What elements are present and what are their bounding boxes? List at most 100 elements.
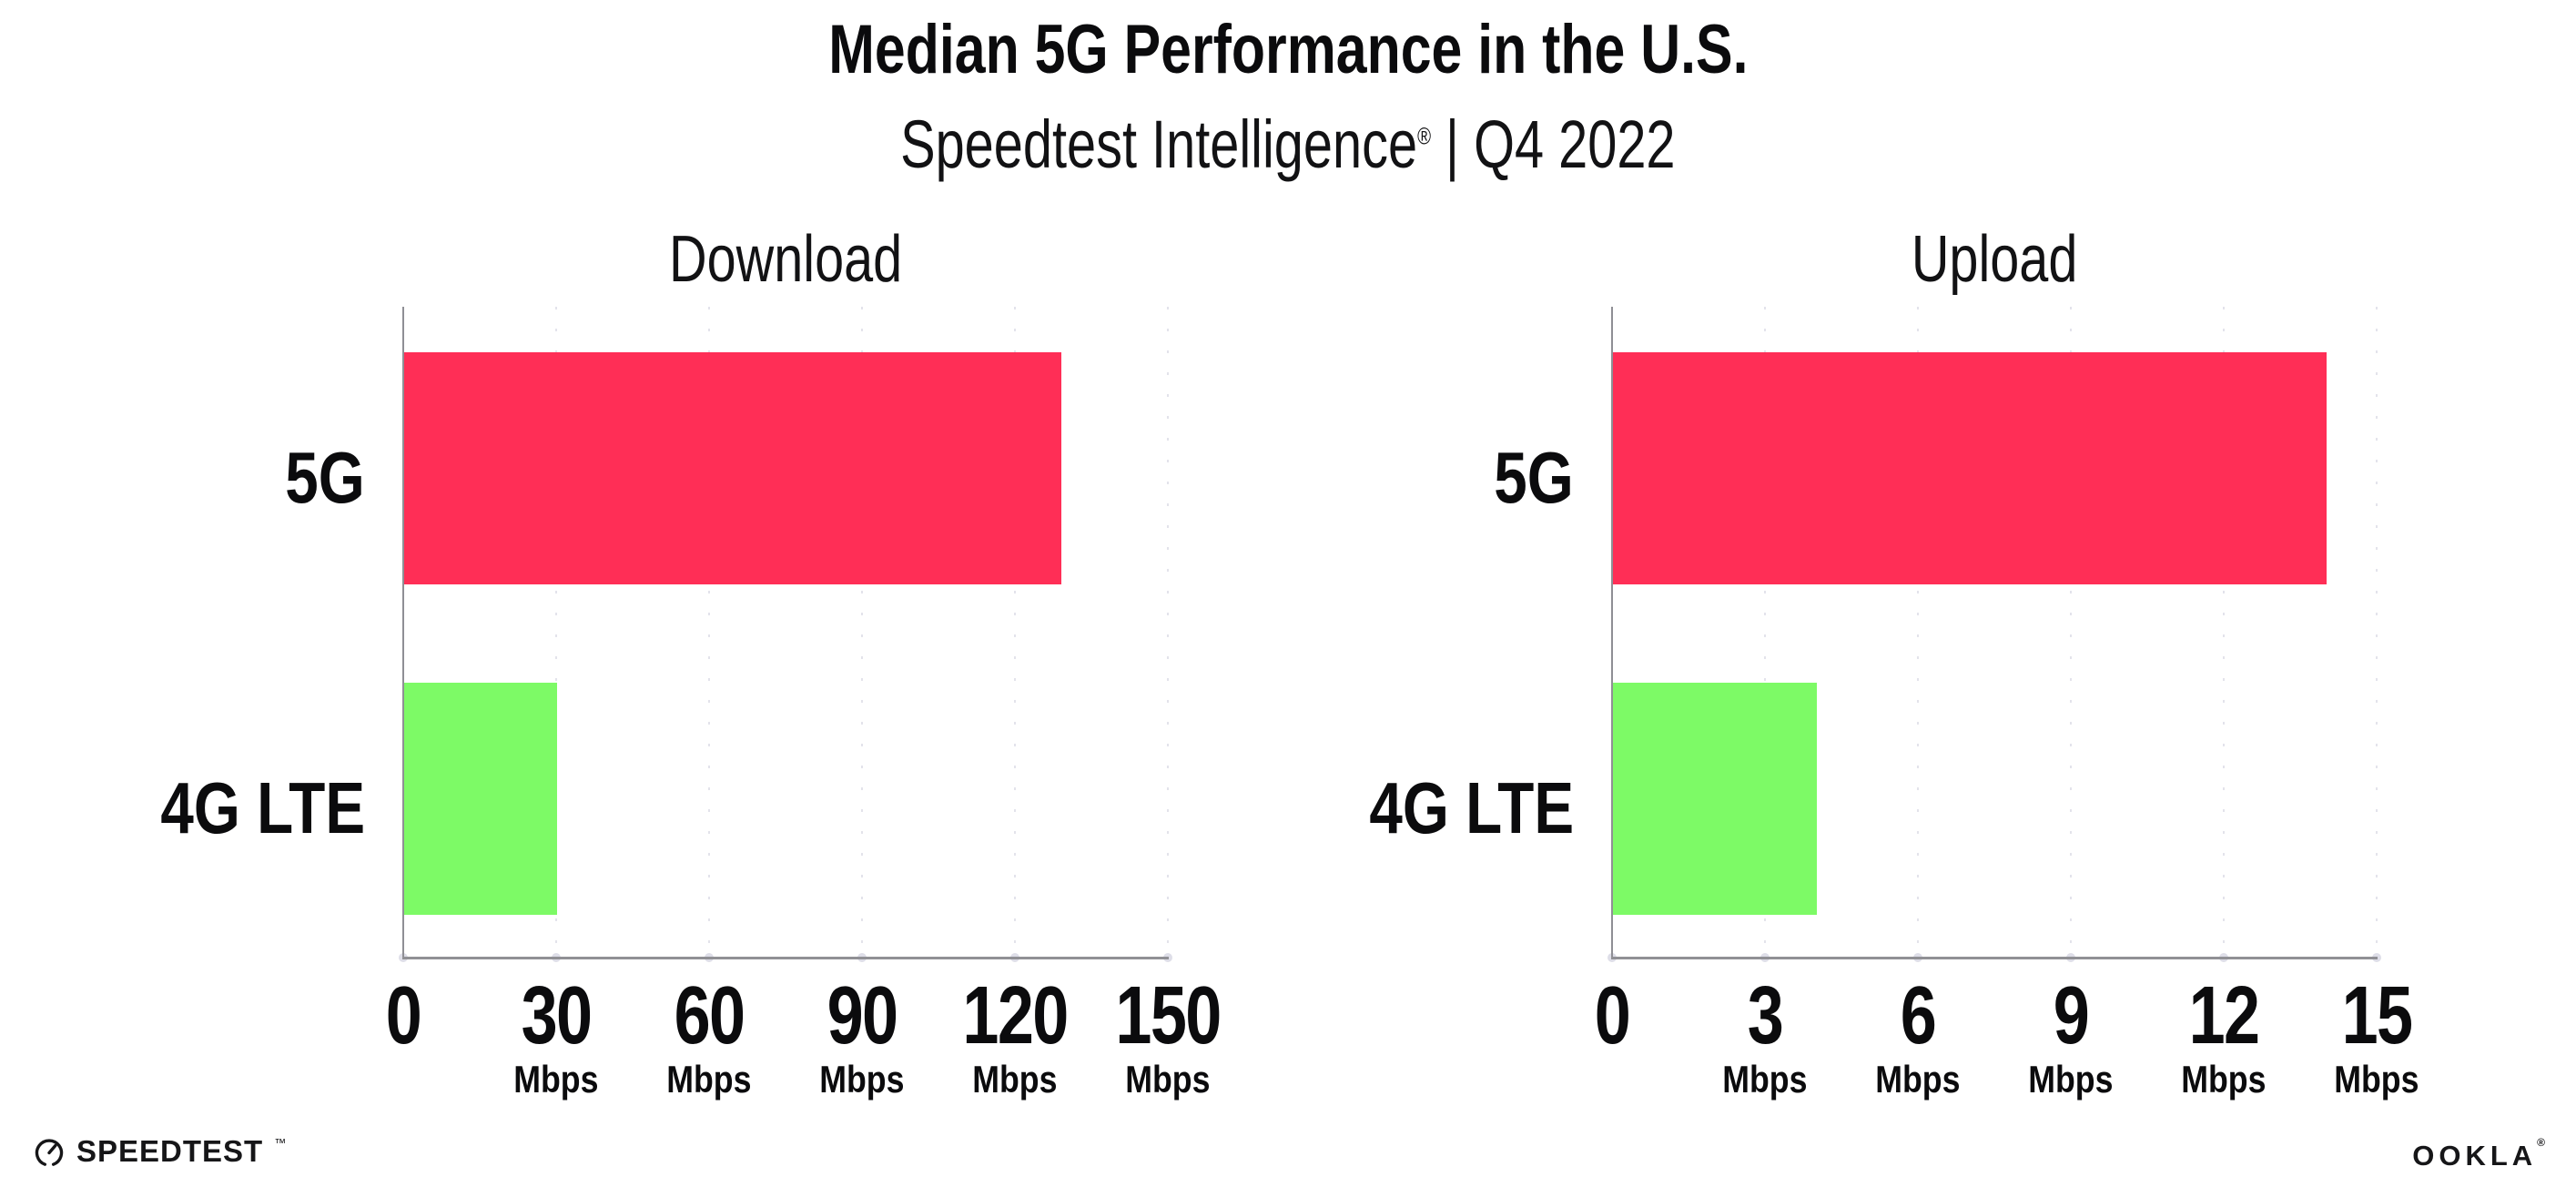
tick-number: 120 bbox=[915, 970, 1115, 1061]
tick-unit-text: Mbps bbox=[2181, 1058, 2267, 1101]
tick-unit-text: Mbps bbox=[2028, 1058, 2114, 1101]
bar-5g bbox=[404, 352, 1062, 584]
page-title: Median 5G Performance in the U.S. bbox=[0, 0, 2576, 100]
tick-label-60: 60 Mbps bbox=[609, 975, 809, 1101]
page-subtitle-text: Speedtest Intelligence® | Q4 2022 bbox=[900, 95, 1675, 195]
tick-label-12: 12 Mbps bbox=[2124, 975, 2324, 1101]
tick-label-9: 9 Mbps bbox=[1971, 970, 2171, 1101]
bar-4g-lte bbox=[404, 683, 557, 915]
tick-number: 60 bbox=[609, 975, 809, 1057]
speedtest-logo: SPEEDTEST ™ bbox=[33, 1134, 286, 1169]
category-label-4g-lte: 4G LTE bbox=[65, 758, 365, 858]
x-axis-line bbox=[402, 957, 1169, 959]
tick-number-text: 30 bbox=[521, 970, 593, 1061]
x-axis-line bbox=[1611, 957, 2378, 959]
trademark-icon: ™ bbox=[274, 1135, 287, 1150]
category-label-text: 5G bbox=[285, 436, 365, 518]
tick-unit-text: Mbps bbox=[1722, 1058, 1808, 1101]
chart-title-download: Download bbox=[403, 209, 1168, 309]
tick-number-text: 0 bbox=[1594, 970, 1631, 1061]
tick-unit-text: Mbps bbox=[819, 1058, 905, 1101]
tick-number: 9 bbox=[1971, 970, 2171, 1061]
gridline-6 bbox=[1917, 307, 1919, 957]
plot-area-download: 5G 4G LTE 0 30 Mbps 60 Mbps 90 Mbps 120 Mbps 150 Mbp… bbox=[160, 307, 1222, 1101]
tick-unit-text: Mbps bbox=[1125, 1058, 1211, 1101]
gridline-90 bbox=[861, 307, 863, 957]
category-label-5g: 5G bbox=[1273, 428, 1574, 528]
tick-number-text: 9 bbox=[2053, 970, 2090, 1061]
chart-title-text: Download bbox=[668, 223, 903, 296]
tick-label-90: 90 Mbps bbox=[762, 970, 962, 1101]
registered-mark-icon: ® bbox=[1417, 122, 1432, 150]
tick-label-0: 0 bbox=[303, 970, 503, 1061]
tick-number-text: 15 bbox=[2341, 970, 2413, 1061]
tick-number-text: 150 bbox=[1115, 970, 1222, 1061]
page-subtitle: Speedtest Intelligence® | Q4 2022 bbox=[0, 95, 2576, 195]
tick-unit: Mbps bbox=[1818, 1059, 2018, 1101]
tick-unit: Mbps bbox=[609, 1059, 809, 1101]
tick-unit: Mbps bbox=[1971, 1059, 2171, 1101]
gridline-150 bbox=[1167, 307, 1169, 957]
tick-number: 15 bbox=[2277, 970, 2477, 1061]
tick-number-text: 0 bbox=[385, 970, 422, 1061]
gauge-icon bbox=[35, 1139, 64, 1166]
tick-unit: Mbps bbox=[456, 1059, 656, 1101]
page-title-text: Median 5G Performance in the U.S. bbox=[827, 11, 1749, 88]
tick-unit-text: Mbps bbox=[972, 1058, 1058, 1101]
tick-number: 90 bbox=[762, 970, 962, 1061]
tick-number: 6 bbox=[1818, 975, 2018, 1057]
subtitle-separator: | bbox=[1431, 107, 1475, 182]
tick-number: 150 bbox=[1068, 970, 1268, 1061]
gridline-120 bbox=[1014, 307, 1016, 957]
chart-title-text: Upload bbox=[1911, 223, 2078, 296]
tick-label-150: 150 Mbps bbox=[1068, 970, 1268, 1101]
bar-4g-lte bbox=[1613, 683, 1817, 915]
subtitle-brand: Speedtest Intelligence bbox=[900, 107, 1418, 182]
tick-number: 3 bbox=[1665, 970, 1865, 1061]
tick-number: 0 bbox=[303, 970, 503, 1061]
gridline-30 bbox=[555, 307, 557, 957]
tick-number: 30 bbox=[456, 970, 656, 1061]
tick-number: 0 bbox=[1512, 970, 1712, 1061]
gridline-15 bbox=[2376, 307, 2378, 957]
speedtest-wordmark: SPEEDTEST bbox=[76, 1134, 264, 1168]
subtitle-period: Q4 2022 bbox=[1474, 107, 1676, 182]
category-label-text: 4G LTE bbox=[160, 766, 365, 848]
tick-label-30: 30 Mbps bbox=[456, 970, 656, 1101]
tick-unit-text: Mbps bbox=[1875, 1058, 1961, 1101]
tick-label-6: 6 Mbps bbox=[1818, 975, 2018, 1101]
tick-label-0: 0 bbox=[1512, 970, 1712, 1061]
tick-label-120: 120 Mbps bbox=[915, 970, 1115, 1101]
tick-unit: Mbps bbox=[2124, 1059, 2324, 1101]
ookla-logo: OOKLA® bbox=[2412, 1136, 2545, 1172]
bar-5g bbox=[1613, 352, 2327, 584]
tick-unit-text: Mbps bbox=[666, 1058, 752, 1101]
tick-unit-text: Mbps bbox=[513, 1058, 599, 1101]
tick-unit: Mbps bbox=[2277, 1059, 2477, 1101]
category-label-text: 5G bbox=[1494, 436, 1574, 518]
tick-unit: Mbps bbox=[1665, 1059, 1865, 1101]
category-label-text: 4G LTE bbox=[1369, 766, 1574, 848]
plot-area-upload: 5G 4G LTE 0 3 Mbps 6 Mbps 9 Mbps 12 Mbps 15 Mbps bbox=[1369, 307, 2419, 1101]
tick-number: 12 bbox=[2124, 975, 2324, 1057]
tick-unit: Mbps bbox=[915, 1059, 1115, 1101]
gridline-12 bbox=[2223, 307, 2225, 957]
tick-number-text: 90 bbox=[827, 970, 898, 1061]
y-axis-line bbox=[1611, 307, 1613, 957]
tick-number-text: 3 bbox=[1747, 970, 1784, 1061]
ookla-registered-icon: ® bbox=[2537, 1136, 2545, 1149]
category-label-4g-lte: 4G LTE bbox=[1273, 758, 1574, 858]
gridline-60 bbox=[708, 307, 710, 957]
tick-number-text: 120 bbox=[962, 970, 1069, 1061]
tick-unit: Mbps bbox=[762, 1059, 962, 1101]
y-axis-line bbox=[402, 307, 404, 957]
tick-unit-text: Mbps bbox=[2334, 1058, 2419, 1101]
ookla-wordmark: OOKLA bbox=[2412, 1140, 2538, 1172]
category-label-5g: 5G bbox=[65, 428, 365, 528]
chart-title-upload: Upload bbox=[1612, 209, 2377, 309]
tick-unit: Mbps bbox=[1068, 1059, 1268, 1101]
tick-label-3: 3 Mbps bbox=[1665, 970, 1865, 1101]
